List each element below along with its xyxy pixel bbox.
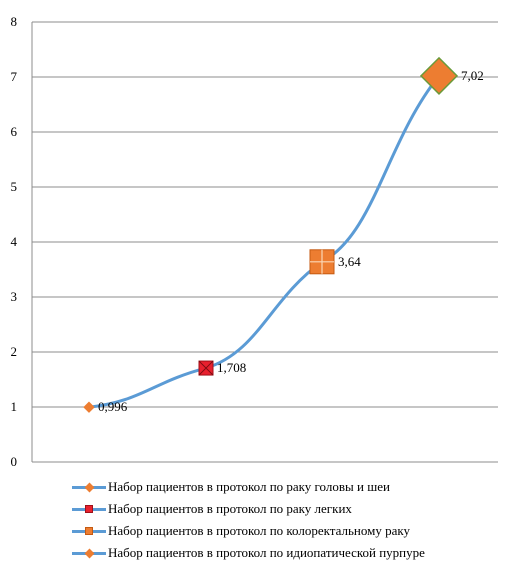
markers	[83, 56, 459, 413]
y-tick-label: 7	[11, 69, 18, 84]
data-label: 0,996	[98, 399, 128, 414]
y-tick-label: 2	[11, 344, 18, 359]
data-label: 7,02	[461, 68, 484, 83]
gridlines	[32, 21, 498, 408]
data-point-plus-mark	[310, 249, 334, 274]
y-tick-label: 8	[11, 14, 18, 29]
y-tick-label: 0	[11, 454, 18, 469]
axes: 0 1 2 3 4 5 6 7 8	[11, 14, 498, 469]
legend-label: Набор пациентов в протокол по раку голов…	[108, 479, 390, 494]
legend-swatch	[72, 524, 106, 538]
y-tick-label: 4	[11, 234, 18, 249]
legend-label: Набор пациентов в протокол по колоректал…	[108, 523, 411, 538]
series-line	[87, 74, 441, 409]
data-point-x-mark	[198, 360, 214, 376]
y-tick-label: 5	[11, 179, 18, 194]
y-tick-label: 6	[11, 124, 18, 139]
legend-label: Набор пациентов в протокол по идиопатиче…	[108, 545, 425, 560]
y-tick-label: 1	[11, 399, 18, 414]
legend-label: Набор пациентов в протокол по раку легки…	[108, 501, 352, 516]
data-label: 1,708	[217, 360, 246, 375]
legend-swatch	[72, 546, 106, 560]
legend-swatch	[72, 502, 106, 516]
data-point-diamond	[83, 401, 95, 413]
legend-item: Набор пациентов в протокол по раку легки…	[72, 499, 352, 519]
legend-item: Набор пациентов в протокол по колоректал…	[72, 521, 410, 541]
data-labels: 0,996 1,708 3,64 7,02	[98, 68, 484, 414]
legend-item: Набор пациентов в протокол по раку голов…	[72, 477, 390, 497]
data-point-diamond	[419, 56, 459, 95]
data-label: 3,64	[338, 254, 361, 269]
y-tick-label: 3	[11, 289, 18, 304]
line-segment	[204, 260, 324, 370]
legend-item: Набор пациентов в протокол по идиопатиче…	[72, 543, 425, 563]
legend-swatch	[72, 480, 106, 494]
line-segment	[320, 74, 441, 264]
line-segment	[87, 366, 208, 409]
